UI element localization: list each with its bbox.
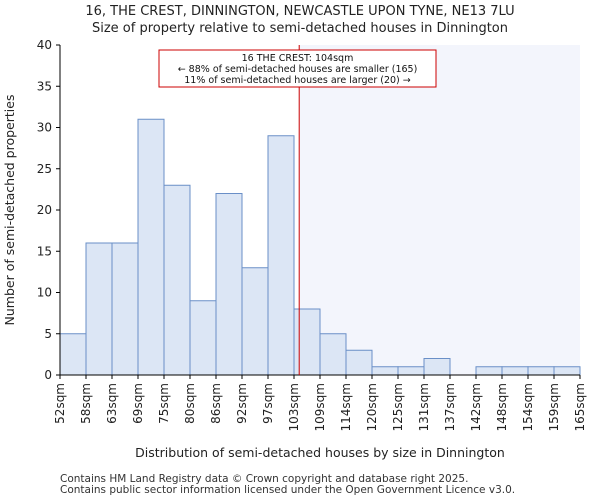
x-tick-label: 75sqm [157,383,171,424]
x-tick-label: 159sqm [547,383,561,431]
bar-109sqm [319,333,347,376]
y-axis-label: Number of semi-detached properties [2,95,17,326]
x-tick-label: 58sqm [79,383,93,424]
larger-region-shade [299,45,580,375]
x-tick-label: 142sqm [469,383,483,431]
x-tick-label: 97sqm [261,383,275,424]
bar-58sqm [85,242,113,376]
y-tick-label: 10 [37,286,52,300]
bar-63sqm [111,242,139,376]
bar-154sqm [527,366,555,376]
x-tick-label: 125sqm [391,383,405,431]
bar-92sqm [241,267,269,376]
bar-69sqm [137,118,165,376]
y-tick-label: 35 [37,79,52,93]
x-tick-label: 86sqm [209,383,223,424]
x-axis-label: Distribution of semi-detached houses by … [135,445,505,460]
x-tick-label: 109sqm [313,383,327,431]
bar-114sqm [345,349,373,376]
x-tick-label: 69sqm [131,383,145,424]
x-tick-label: 148sqm [495,383,509,431]
bar-131sqm [423,358,451,376]
bar-142sqm [475,366,503,376]
y-tick-label: 25 [37,162,52,176]
bar-80sqm [189,300,217,376]
y-tick-label: 40 [37,38,52,52]
chart-subtitle: Size of property relative to semi-detach… [91,21,509,36]
bar-159sqm [553,366,581,376]
x-tick-label: 92sqm [235,383,249,424]
y-tick-label: 20 [37,203,52,217]
bar-103sqm [293,308,321,376]
bar-75sqm [163,184,191,376]
annotation-line-1: 16 THE CREST: 104sqm [242,53,354,64]
bar-86sqm [215,193,243,376]
footer-line-2: Contains public sector information licen… [60,484,516,496]
bar-52sqm [59,333,87,376]
y-tick-label: 5 [44,327,52,341]
x-tick-label: 137sqm [443,383,457,431]
y-tick-label: 0 [44,368,52,382]
x-tick-label: 154sqm [521,383,535,431]
x-tick-label: 114sqm [339,383,353,431]
annotation-line-2: ← 88% of semi-detached houses are smalle… [178,64,418,75]
x-tick-label: 120sqm [365,383,379,431]
footer-line-1: Contains HM Land Registry data © Crown c… [60,473,469,485]
chart-title: 16, THE CREST, DINNINGTON, NEWCASTLE UPO… [85,4,515,19]
x-tick-label: 165sqm [573,383,587,431]
bar-125sqm [397,366,425,376]
x-tick-label: 52sqm [53,383,67,424]
bar-120sqm [371,366,399,376]
annotation-box [158,49,437,88]
x-tick-label: 103sqm [287,383,301,431]
y-tick-label: 15 [37,244,52,258]
y-tick-label: 30 [37,121,52,135]
x-tick-label: 63sqm [105,383,119,424]
annotation-line-3: 11% of semi-detached houses are larger (… [184,75,411,86]
bar-97sqm [267,135,295,376]
x-tick-label: 80sqm [183,383,197,424]
bar-148sqm [501,366,529,376]
x-tick-label: 131sqm [417,383,431,431]
